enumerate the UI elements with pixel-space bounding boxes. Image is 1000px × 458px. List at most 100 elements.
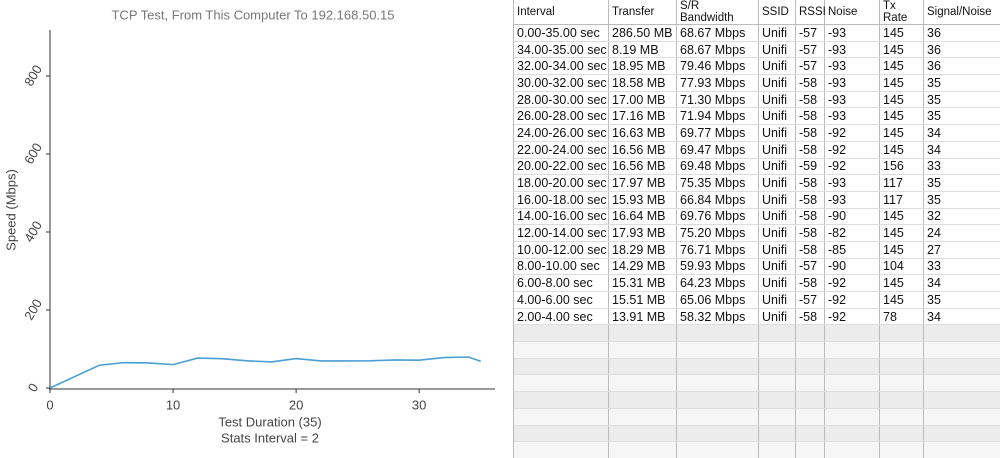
table-cell: Unifi: [758, 174, 796, 192]
table-cell: -58: [795, 141, 825, 159]
table-cell: -93: [824, 107, 880, 126]
empty-row: [514, 391, 1000, 409]
empty-cell: [514, 441, 609, 458]
table-cell: 65.06 Mbps: [676, 291, 759, 309]
table-cell: 17.00 MB: [608, 91, 677, 109]
table-cell: 75.20 Mbps: [676, 224, 759, 242]
table-cell: 15.31 MB: [608, 274, 677, 292]
empty-cell: [758, 324, 796, 343]
empty-cell: [514, 408, 609, 426]
table-cell: 36: [923, 57, 1000, 76]
table-cell: -57: [795, 57, 825, 76]
table-cell: -92: [824, 308, 880, 326]
empty-cell: [514, 374, 609, 393]
empty-cell: [676, 374, 759, 393]
table-cell: 35: [923, 91, 1000, 109]
table-cell: 8.00-10.00 sec: [514, 258, 609, 276]
table-row: 0.00-35.00 sec 286.50 MB 68.67 Mbps Unifi -5…: [514, 24, 1000, 42]
table-cell: 69.48 Mbps: [676, 158, 759, 176]
table-row: 34.00-35.00 sec 8.19 MB 68.67 Mbps Unifi -57…: [514, 41, 1000, 59]
table-cell: 13.91 MB: [608, 308, 677, 326]
table-cell: 15.51 MB: [608, 291, 677, 309]
table-cell: -58: [795, 224, 825, 242]
table-cell: -58: [795, 74, 825, 92]
empty-cell: [514, 391, 609, 409]
empty-cell: [824, 358, 880, 376]
empty-cell: [795, 391, 825, 409]
table-row: 10.00-12.00 sec 18.29 MB 76.71 Mbps Unifi -5…: [514, 241, 1000, 259]
table-cell: Unifi: [758, 41, 796, 59]
table-cell: 33: [923, 158, 1000, 176]
empty-cell: [514, 425, 609, 443]
table-cell: 59.93 Mbps: [676, 258, 759, 276]
empty-cell: [676, 441, 759, 458]
table-cell: 71.94 Mbps: [676, 107, 759, 126]
table-cell: Unifi: [758, 274, 796, 292]
table-row: 28.00-30.00 sec 17.00 MB 71.30 Mbps Unifi -5…: [514, 91, 1000, 109]
table-cell: -92: [824, 141, 880, 159]
table-cell: 75.35 Mbps: [676, 174, 759, 192]
empty-cell: [824, 341, 880, 359]
empty-cell: [795, 441, 825, 458]
empty-cell: [795, 425, 825, 443]
empty-cell: [879, 324, 924, 343]
column-header: S/R Bandwidth: [676, 0, 759, 25]
table-cell: 34: [923, 274, 1000, 292]
table-cell: Unifi: [758, 124, 796, 142]
empty-cell: [795, 358, 825, 376]
empty-cell: [758, 374, 796, 393]
table-row: 12.00-14.00 sec 17.93 MB 75.20 Mbps Unifi -5…: [514, 224, 1000, 242]
table-cell: 35: [923, 174, 1000, 192]
empty-cell: [676, 408, 759, 426]
table-cell: 145: [879, 208, 924, 226]
x-tick-label: 30: [412, 397, 426, 412]
x-tick-label: 0: [46, 397, 53, 412]
table-cell: 145: [879, 224, 924, 242]
table-cell: Unifi: [758, 258, 796, 276]
table-cell: 12.00-14.00 sec: [514, 224, 609, 242]
empty-cell: [824, 441, 880, 458]
empty-cell: [923, 391, 1000, 409]
table-cell: 16.63 MB: [608, 124, 677, 142]
empty-cell: [608, 358, 677, 376]
table-cell: -93: [824, 24, 880, 42]
table-cell: 17.97 MB: [608, 174, 677, 192]
table-cell: 34: [923, 308, 1000, 326]
table-cell: 117: [879, 174, 924, 192]
table-cell: Unifi: [758, 158, 796, 176]
empty-cell: [608, 374, 677, 393]
empty-cell: [758, 425, 796, 443]
table-cell: 35: [923, 74, 1000, 92]
table-cell: -58: [795, 174, 825, 192]
empty-cell: [758, 408, 796, 426]
table-cell: 4.00-6.00 sec: [514, 291, 609, 309]
speed-line: [49, 356, 481, 389]
table-cell: 35: [923, 191, 1000, 209]
empty-cell: [923, 358, 1000, 376]
empty-row: [514, 358, 1000, 376]
table-cell: Unifi: [758, 291, 796, 309]
empty-row: [514, 324, 1000, 343]
table-cell: 32: [923, 208, 1000, 226]
table-cell: 66.84 Mbps: [676, 191, 759, 209]
empty-cell: [879, 341, 924, 359]
table-cell: 20.00-22.00 sec: [514, 158, 609, 176]
table-cell: 145: [879, 124, 924, 142]
table-cell: 36: [923, 41, 1000, 59]
empty-cell: [795, 341, 825, 359]
table-cell: Unifi: [758, 308, 796, 326]
table-cell: Unifi: [758, 24, 796, 42]
table-cell: 2.00-4.00 sec: [514, 308, 609, 326]
y-tick-label: 800: [21, 62, 45, 88]
table-cell: 17.93 MB: [608, 224, 677, 242]
empty-cell: [824, 391, 880, 409]
table-cell: 145: [879, 291, 924, 309]
table-cell: 35: [923, 107, 1000, 126]
chart: TCP Test, From This Computer To 192.168.…: [3, 7, 495, 445]
table-row: 20.00-22.00 sec 16.56 MB 69.48 Mbps Unifi -5…: [514, 158, 1000, 176]
table-cell: -85: [824, 241, 880, 259]
table-cell: 79.46 Mbps: [676, 57, 759, 76]
table-cell: Unifi: [758, 141, 796, 159]
table: Interval Transfer S/R Bandwidth SSID RSSI Noi…: [514, 0, 1000, 458]
